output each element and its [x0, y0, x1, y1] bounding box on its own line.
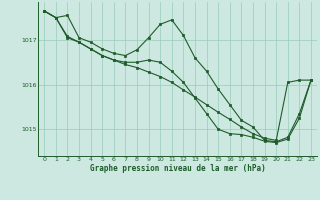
- X-axis label: Graphe pression niveau de la mer (hPa): Graphe pression niveau de la mer (hPa): [90, 164, 266, 173]
